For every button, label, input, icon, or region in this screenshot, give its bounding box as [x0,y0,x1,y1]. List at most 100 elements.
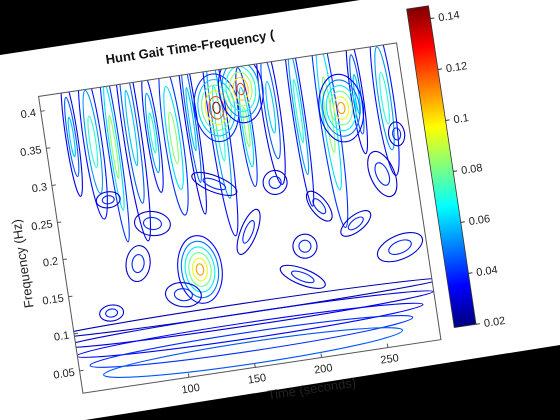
contour-band [89,314,414,368]
contour-ring [347,216,364,231]
contour-ring [133,210,171,237]
contour-ring [379,72,390,125]
x-axis-ticks: 100 150 200 250 [181,343,400,397]
contour-ring [309,42,349,229]
contour-ring [99,304,125,322]
y-tick-mark [40,110,45,112]
contour-ring [168,111,179,165]
colorbar-tick-label: 0.08 [460,162,483,177]
contour-ring [265,80,277,134]
contour-ring [279,264,326,289]
contour-ring [105,308,119,318]
plot-area-frame [37,42,442,394]
contour-ring [64,96,80,178]
contour-ring [164,282,202,308]
contour-ring [212,101,221,114]
contour-ring [268,175,282,189]
contour-ring [185,86,197,152]
contour-ring [148,112,157,154]
contour-ring [255,42,286,185]
colorbar-tick-mark [445,119,450,121]
x-tick-mark [386,343,389,348]
contour-ring [329,90,353,126]
y-tick-label: 0.25 [31,218,54,233]
colorbar-ticks: 0.02 0.04 0.06 0.08 0.1 0.12 0.14 [430,9,506,330]
contour-ring [191,171,238,196]
contour-ring [111,42,152,242]
contour-ring [191,257,208,282]
y-tick-label: 0.3 [31,181,48,195]
rotated-plot-group: Hunt Gait Time-Frequency ( 100150200250 … [9,5,506,403]
contour-ring [292,233,318,259]
contour-ring [374,162,391,186]
contour-ring [175,42,208,215]
contour-ring [374,46,395,151]
colorbar-tick-mark [437,68,442,71]
contour-ring [336,101,346,115]
y-tick-label: 0.35 [19,144,42,159]
x-tick-mark [254,363,256,368]
contour-ring [144,92,161,174]
contour-ring [142,216,162,231]
colorbar-tick-mark [468,272,473,274]
contour-ring [292,79,305,144]
contour-ring [201,84,232,131]
contour-ring [376,232,424,263]
y-tick-label: 0.1 [53,330,70,344]
contour-ring [163,85,184,190]
x-tick-label: 200 [313,362,333,377]
colorbar-tick-mark [475,323,481,325]
contour-ring [195,263,205,276]
contour-ring [312,198,327,215]
colorbar-tick-mark [430,17,435,20]
y-tick-label: 0.4 [20,107,37,121]
contour-ring [238,86,255,168]
contour-ring [87,115,99,169]
contour-ring [197,79,236,137]
contour-ring [229,71,253,107]
contour-ring [202,177,227,191]
y-tick-mark [73,332,79,335]
y-tick-mark [68,295,73,298]
y-tick-mark [79,369,84,372]
x-tick-label: 150 [247,372,267,387]
contour-ring [282,42,315,207]
contour-ring [305,190,333,222]
contour-ring [180,240,220,299]
contour-ring [236,208,261,255]
x-tick-mark [320,353,323,358]
x-tick-label: 250 [380,352,400,367]
contour-ring [188,252,212,287]
contour-ring [177,235,223,304]
y-tick-mark [46,147,51,149]
colorbar-tick-label: 0.1 [453,112,470,126]
x-tick-label: 100 [181,382,201,397]
contour-ring [345,42,369,155]
x-tick-mark [187,373,190,378]
y-tick-mark [51,184,56,186]
contour-ring [101,195,115,205]
contour-ring [392,127,402,141]
contour-ring [232,77,249,101]
contour-ring [95,191,121,209]
contour-ring [333,96,350,120]
contour-ring [108,114,120,180]
contour-ring [367,150,398,198]
contour-lines [48,42,441,378]
contour-ring [242,220,255,244]
y-tick-label: 0.2 [42,255,59,269]
contour-ring [318,73,365,143]
contour-ring [387,121,406,147]
contour-ring [388,239,412,256]
y-tick-mark [62,258,67,261]
contour-ring [315,42,342,191]
contour-ring [173,288,193,302]
colorbar-tick-label: 0.04 [476,264,499,279]
contour-ring [290,270,315,284]
contour-ring [325,85,357,132]
contour-ring [235,67,258,187]
contour-ring [340,210,372,237]
contour-ring [131,254,145,274]
contour-ring [322,79,361,137]
